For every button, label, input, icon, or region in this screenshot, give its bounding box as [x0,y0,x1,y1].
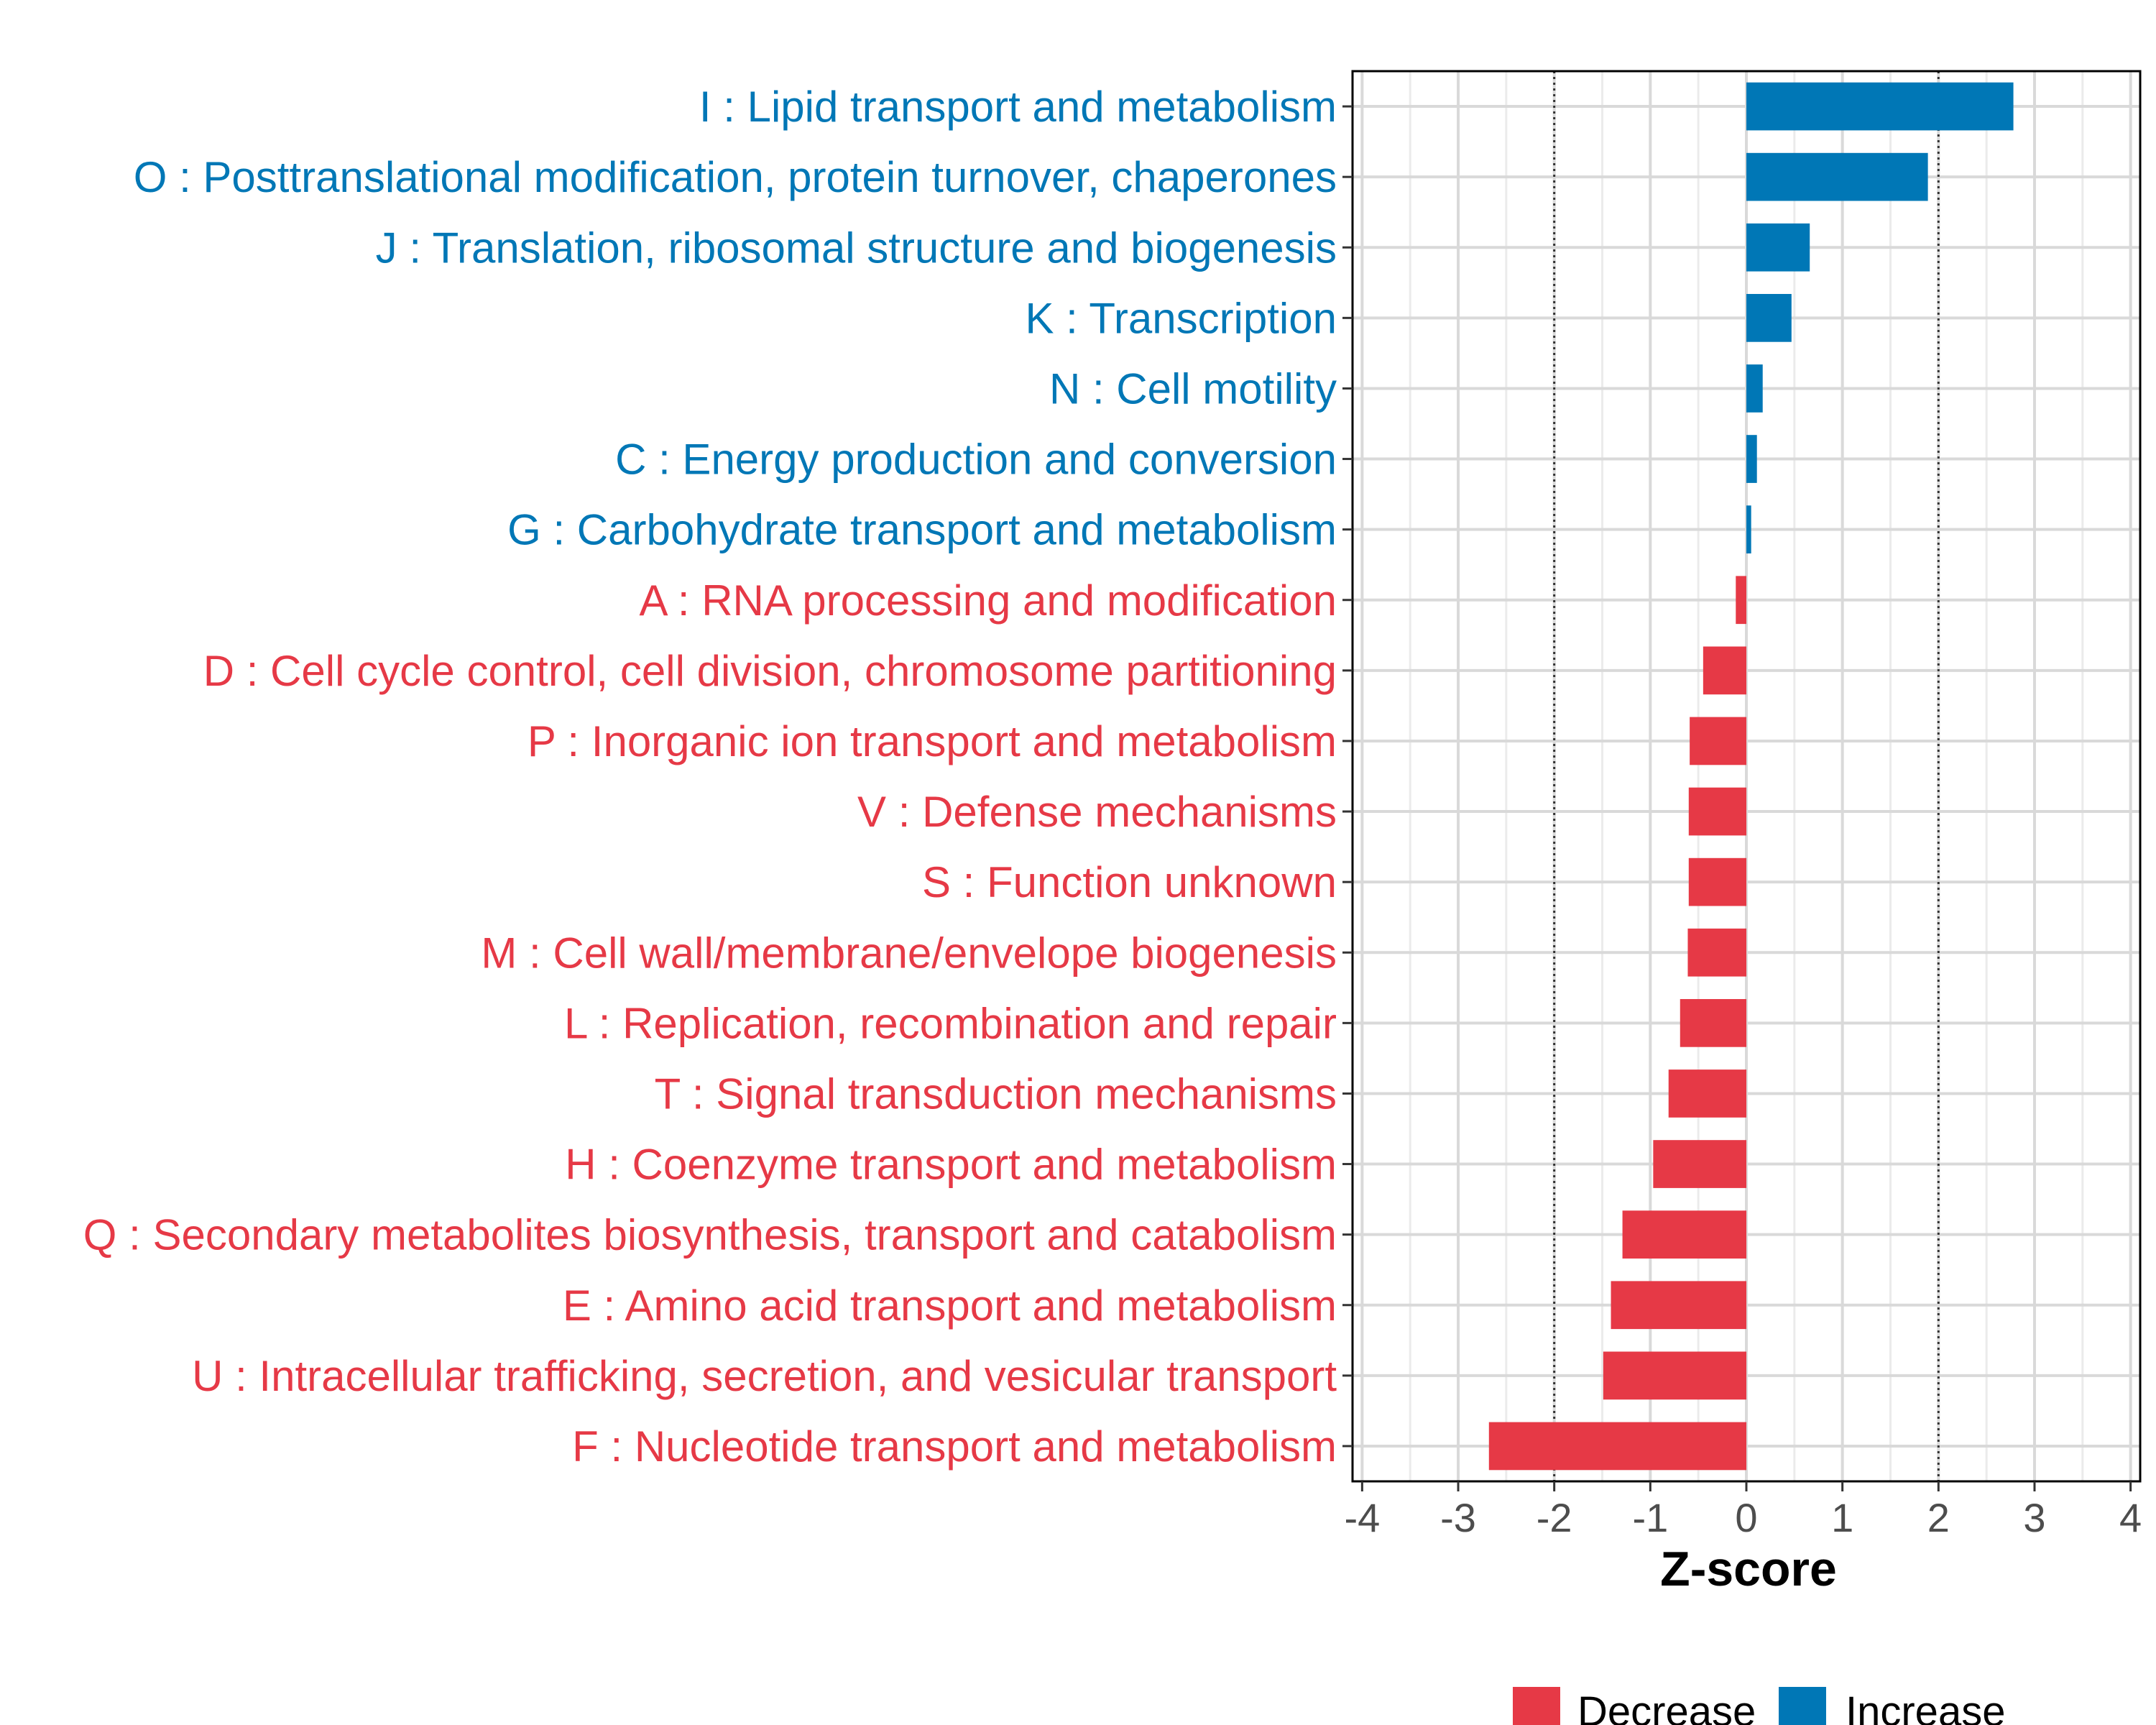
category-label: J : Translation, ribosomal structure and… [376,224,1337,272]
x-tick-marks [1360,1481,2132,1491]
bar [1653,1140,1746,1188]
bar [1603,1351,1746,1400]
bar [1746,505,1751,554]
x-tick-labels: -4 -3 -2 -1 0 1 2 3 4 [1344,1495,2142,1540]
category-label: V : Defense mechanisms [857,788,1337,836]
bar [1746,364,1763,413]
x-tick-label: -3 [1440,1495,1476,1540]
x-tick-label: -1 [1632,1495,1668,1540]
category-label: U : Intracellular trafficking, secretion… [192,1352,1337,1400]
bar [1746,223,1810,272]
category-label: P : Inorganic ion transport and metaboli… [528,717,1337,765]
category-label: G : Carbohydrate transport and metabolis… [507,506,1337,554]
category-label: H : Coenzyme transport and metabolism [565,1141,1337,1189]
bar [1488,1422,1746,1471]
bar [1736,576,1746,625]
bar [1680,998,1746,1047]
legend-label-increase: Increase [1846,1688,2005,1725]
category-label: I : Lipid transport and metabolism [699,83,1337,131]
x-tick-label: 0 [1735,1495,1757,1540]
legend-label-decrease: Decrease [1577,1688,1756,1725]
bars [1488,82,2014,1471]
x-tick-label: -2 [1537,1495,1572,1540]
category-label: F : Nucleotide transport and metabolism [572,1422,1337,1471]
bar [1668,1070,1746,1118]
bar [1688,857,1746,906]
category-label: M : Cell wall/membrane/envelope biogenes… [481,929,1337,977]
y-tick-marks [1342,105,1353,1448]
legend: Decrease Increase [1513,1687,2005,1725]
category-label: D : Cell cycle control, cell division, c… [203,647,1337,695]
category-label: Q : Secondary metabolites biosynthesis, … [83,1211,1337,1259]
bar [1746,435,1757,483]
bar [1687,928,1746,977]
category-labels: I : Lipid transport and metabolism O : Po… [83,83,1337,1471]
legend-key-increase [1779,1687,1826,1725]
x-tick-label: 4 [2119,1495,2142,1540]
legend-key-decrease [1513,1687,1560,1725]
bar [1746,293,1792,342]
gridlines [1353,71,2140,1481]
category-label: O : Posttranslational modification, prot… [134,153,1337,201]
x-tick-label: -4 [1344,1495,1380,1540]
bar [1746,82,2014,131]
category-label: E : Amino acid transport and metabolism [563,1282,1337,1330]
category-label: K : Transcription [1025,294,1337,342]
bar [1611,1281,1746,1330]
x-tick-label: 2 [1927,1495,1950,1540]
category-label: T : Signal transduction mechanisms [655,1070,1337,1118]
bar [1703,646,1746,695]
bar [1688,787,1746,836]
category-label: C : Energy production and conversion [615,436,1337,484]
category-label: S : Function unknown [922,858,1337,906]
bar [1690,717,1746,765]
bar [1622,1210,1746,1259]
x-axis-title: Z-score [1660,1542,1837,1596]
bar [1746,152,1928,201]
category-label: A : RNA processing and modification [639,576,1337,625]
x-tick-label: 1 [1831,1495,1853,1540]
x-tick-label: 3 [2023,1495,2045,1540]
category-label: N : Cell motility [1049,364,1337,413]
category-label: L : Replication, recombination and repai… [564,999,1337,1047]
